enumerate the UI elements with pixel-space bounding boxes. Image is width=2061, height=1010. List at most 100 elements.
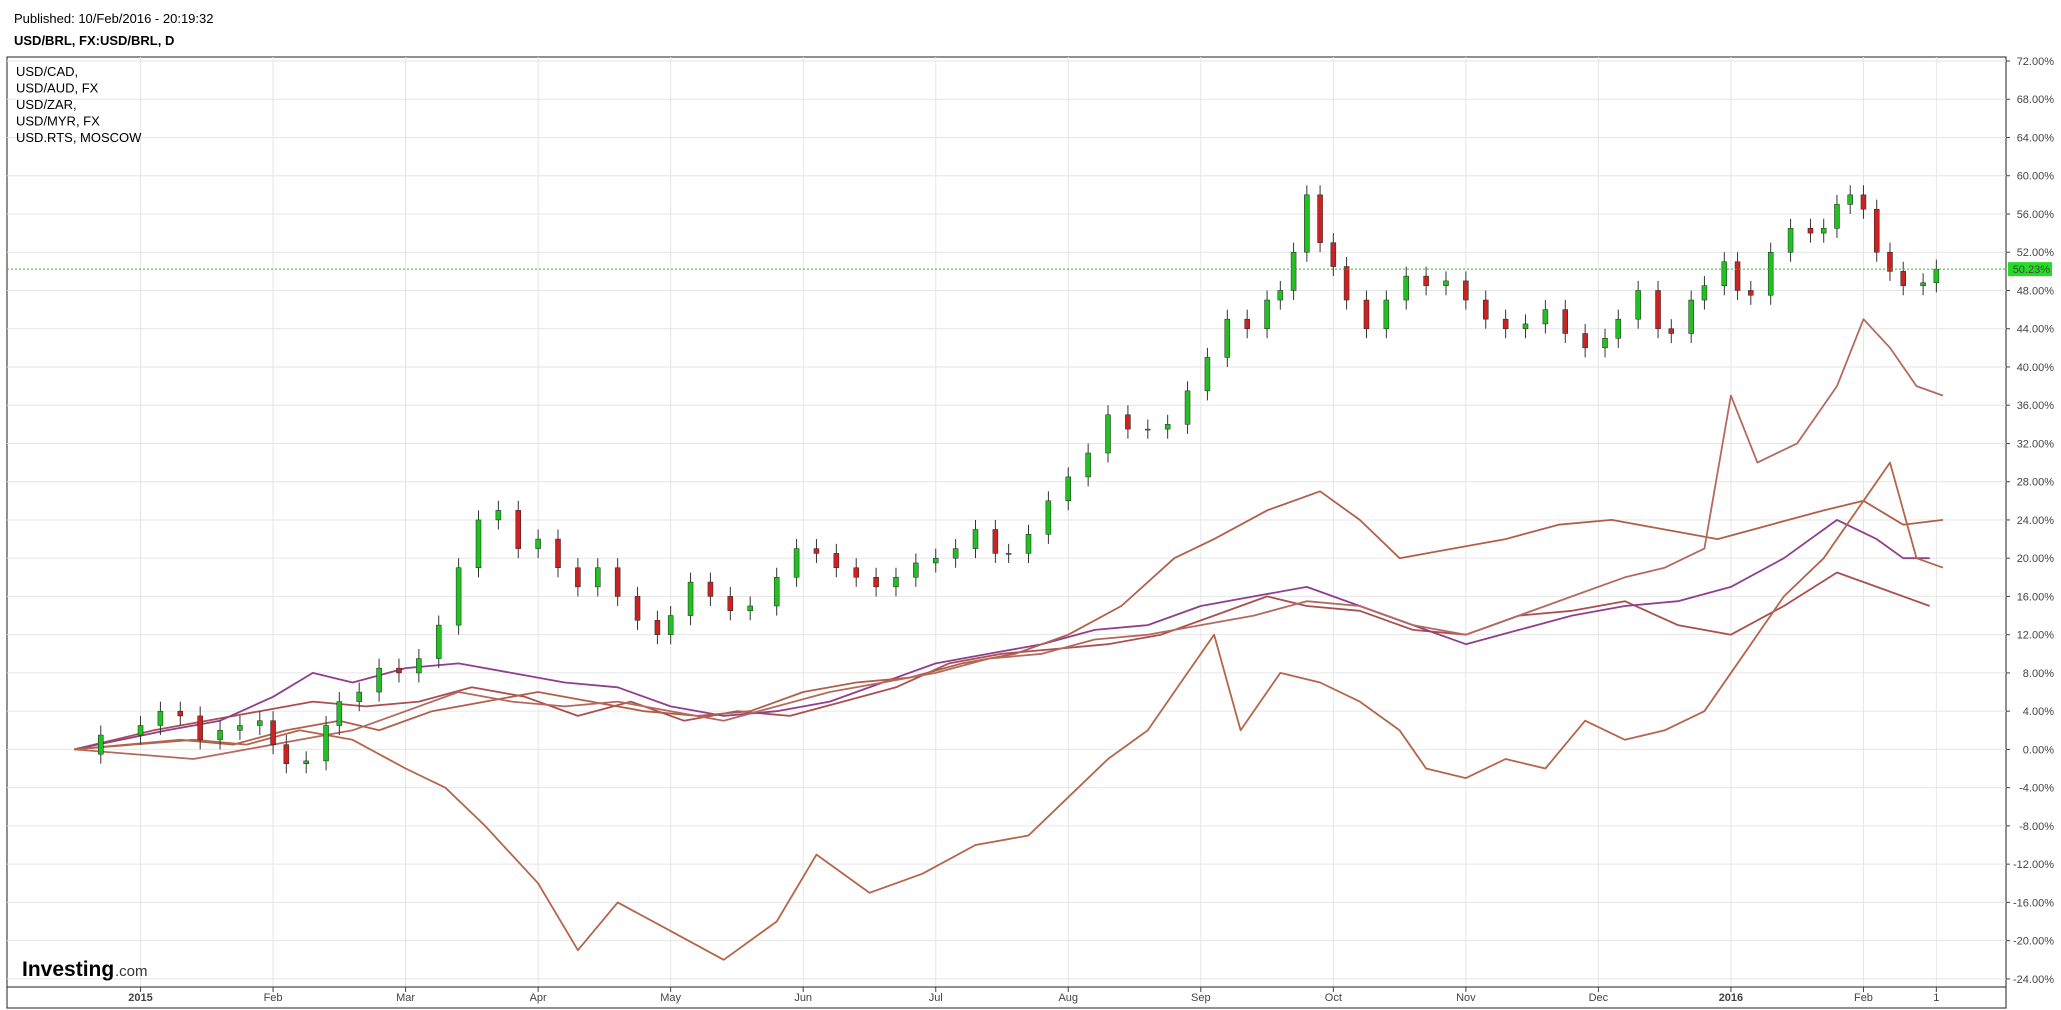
y-tick-label: 40.00%: [2017, 362, 2055, 374]
legend-item: USD/CAD,: [16, 64, 78, 79]
symbol-title: USD/BRL, FX:USD/BRL, D: [14, 33, 175, 48]
candle-body: [1847, 194, 1853, 205]
candle-body: [1873, 208, 1880, 253]
candle-body: [913, 562, 919, 578]
legend-item: USD/AUD, FX: [16, 81, 99, 96]
y-axis: 72.00% 68.00% 64.00% 60.00% 56.00% 52.00% 48.0…: [2006, 56, 2054, 986]
y-tick-label: -24.00%: [2013, 974, 2054, 986]
candle-body: [323, 725, 329, 762]
series-line-4: [74, 461, 1944, 961]
candle-body: [634, 596, 641, 621]
candle-body: [1443, 280, 1449, 286]
candle-body: [177, 710, 184, 717]
candle-body: [1582, 333, 1588, 349]
candle-body: [416, 658, 422, 674]
candle-body: [1860, 194, 1867, 210]
candle-body: [1277, 290, 1284, 301]
candle-body: [495, 510, 502, 521]
candle-body: [932, 557, 939, 564]
candle-body: [1920, 282, 1926, 286]
y-tick-label: 72.00%: [2017, 56, 2055, 68]
x-tick-label: Feb: [264, 992, 283, 1004]
candle-body: [614, 567, 621, 597]
y-tick-label: 0.00%: [2023, 744, 2054, 756]
candle-body: [157, 710, 164, 726]
x-tick-label: Oct: [1325, 992, 1342, 1004]
candle-body: [1668, 328, 1675, 334]
y-tick-label: 64.00%: [2017, 132, 2055, 144]
y-tick-label: -20.00%: [2013, 936, 2054, 948]
series-line-0: [74, 571, 1931, 751]
candle-body: [1105, 414, 1111, 454]
grid: [7, 57, 2006, 987]
candle-body: [1615, 318, 1622, 339]
x-tick-label: Mar: [396, 992, 415, 1004]
candle-body: [1635, 290, 1641, 320]
y-tick-label: 44.00%: [2017, 324, 2055, 336]
x-tick-label: Sep: [1191, 992, 1211, 1004]
y-tick-label: 48.00%: [2017, 285, 2055, 297]
x-tick-label: Jul: [929, 992, 943, 1004]
candle-body: [1343, 266, 1350, 301]
candle-body: [793, 548, 800, 578]
candle-body: [1317, 194, 1323, 243]
candle-body: [1065, 476, 1072, 502]
y-tick-label: 60.00%: [2017, 171, 2055, 183]
candle-body: [1820, 228, 1827, 234]
candle-body: [98, 734, 104, 755]
x-tick-label: 2016: [1719, 992, 1743, 1004]
y-tick-label: 24.00%: [2017, 515, 2055, 527]
candle-body: [1502, 318, 1509, 329]
candle-body: [667, 615, 674, 635]
candle-body: [707, 581, 714, 597]
candle-body: [1887, 251, 1893, 272]
y-tick-label: 12.00%: [2017, 630, 2055, 642]
candle-body: [1482, 299, 1489, 320]
candle-body: [376, 667, 382, 693]
candle-body: [1807, 228, 1814, 234]
candle-body: [687, 581, 694, 616]
candle-body: [992, 529, 999, 554]
y-tick-label: 16.00%: [2017, 591, 2055, 603]
candle-body: [1522, 323, 1529, 329]
y-tick-label: 52.00%: [2017, 247, 2055, 259]
candle-body: [1045, 500, 1052, 535]
candle-body: [1787, 228, 1794, 253]
candle-body: [575, 567, 581, 588]
candle-body: [455, 567, 462, 626]
candle-body: [893, 577, 899, 588]
candle-body: [873, 577, 879, 588]
candle-body: [1688, 299, 1694, 334]
y-tick-label: 20.00%: [2017, 553, 2055, 565]
series-line-3: [74, 318, 1944, 760]
candle-body: [1602, 338, 1608, 349]
candle-body: [137, 725, 144, 736]
candle-body: [1005, 553, 1012, 555]
candle-body: [1734, 261, 1741, 291]
candle-body: [952, 548, 959, 559]
logo-sub-text: .com: [115, 963, 148, 980]
candle-body: [555, 538, 561, 568]
candle-body: [270, 720, 276, 745]
candle-body: [475, 519, 482, 568]
candle-body: [356, 691, 362, 702]
candle-body: [1933, 268, 1940, 284]
candle-body: [283, 744, 290, 765]
x-tick-label: Apr: [530, 992, 547, 1004]
x-tick-label: Nov: [1456, 992, 1476, 1004]
series-lines: [74, 318, 1944, 961]
candle-body: [1383, 299, 1390, 329]
candle-body: [1721, 261, 1728, 286]
candle-body: [773, 577, 780, 607]
legend-item: USD.RTS, MOSCOW: [16, 130, 142, 145]
candle-body: [257, 720, 263, 726]
y-tick-label: -8.00%: [2019, 821, 2054, 833]
series-line-2: [74, 490, 1944, 751]
y-tick-label: 8.00%: [2023, 668, 2054, 680]
current-value-badge: 50.23%: [2008, 262, 2052, 277]
current-value-label: 50.23%: [2013, 264, 2051, 276]
candle-body: [1184, 390, 1191, 425]
candle-body: [515, 510, 522, 549]
